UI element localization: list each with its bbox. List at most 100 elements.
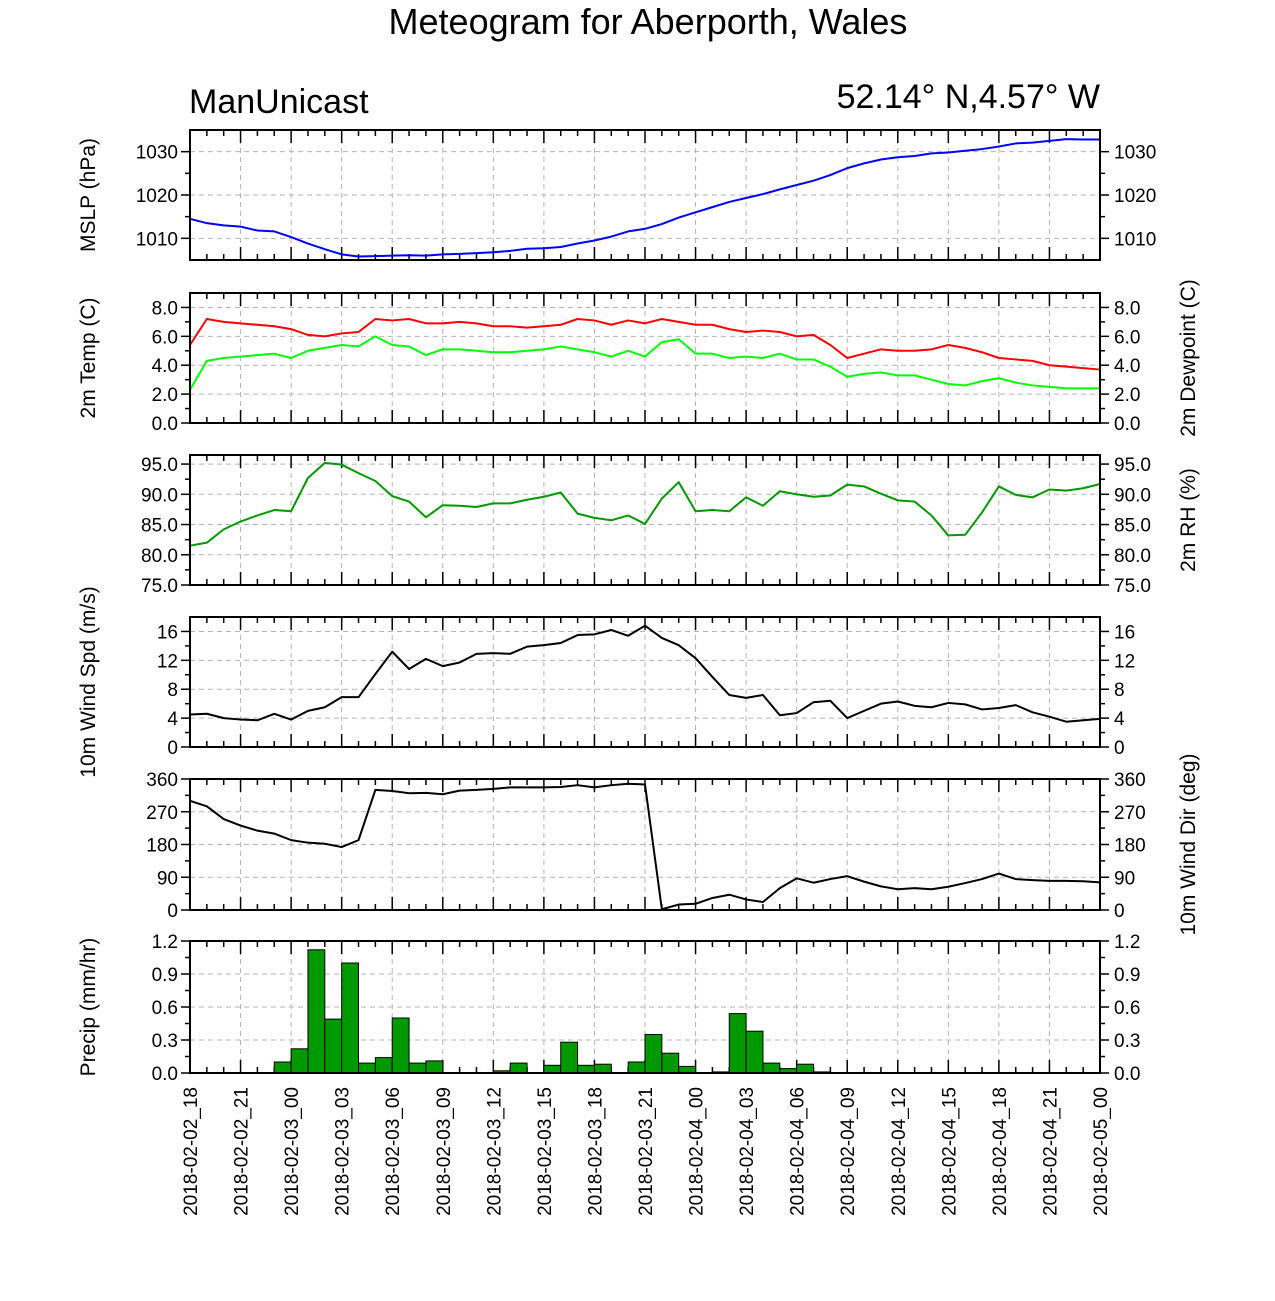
y-tick-label-right: 4.0 [1114,356,1140,377]
y-tick-label-right: 1020 [1114,186,1156,207]
x-tick-label: 2018-02-03_15 [535,1087,556,1216]
precip-plot-frame [189,940,1101,1074]
x-tick-label: 2018-02-04_21 [1040,1087,1061,1216]
precip-bar [745,1030,764,1074]
precip-bar [762,1062,781,1074]
y-tick-label: 1030 [136,143,178,164]
wspd-y-axis-label: 10m Wind Spd (m/s) [77,586,100,777]
y-tick-label-right: 1030 [1114,143,1156,164]
x-tick-label: 2018-02-05_00 [1091,1087,1112,1216]
precip-panel: 0.0 0.0 0.3 0.3 0.6 0.6 0.9 0.9 1.2 1.2 Precip (mm… [77,932,1140,1085]
x-tick-label: 2018-02-04_18 [990,1087,1011,1216]
y-tick-label: 1.2 [152,932,178,953]
y-tick-label-right: 0.0 [1114,1064,1140,1085]
wdir-right-axis-label: 10m Wind Dir (deg) [1177,753,1200,935]
x-tick-label: 2018-02-03_00 [282,1087,303,1216]
y-tick-label: 12 [157,651,178,672]
y-tick-label: 4 [167,709,178,730]
precip-bar [324,1018,343,1074]
x-tick-label: 2018-02-03_06 [383,1087,404,1216]
precip-bar [543,1064,562,1074]
y-tick-label-right: 8 [1114,680,1125,701]
y-tick-label: 95.0 [141,455,178,476]
x-tick-label: 2018-02-04_06 [788,1087,809,1216]
y-tick-label: 6.0 [152,327,178,348]
precip-bar [290,1048,309,1074]
precip-bar [661,1052,680,1074]
y-tick-label: 180 [146,836,178,857]
x-tick-label: 2018-02-04_15 [939,1087,960,1216]
y-tick-label: 270 [146,803,178,824]
mslp-series-line [189,138,1100,258]
x-tick-label: 2018-02-04_00 [687,1087,708,1216]
precip-bar [627,1061,646,1074]
rh-panel: 75.0 75.0 80.0 80.0 85.0 85.0 90.0 90.0 95.0 95.0… [141,454,1200,597]
y-tick-label-right: 0 [1114,901,1125,922]
x-tick-label: 2018-02-04_03 [737,1087,758,1216]
precip-bar [509,1062,528,1074]
y-tick-label: 90.0 [141,485,178,506]
location-coordinates: 52.14° N,4.57° W [837,78,1100,116]
y-tick-label-right: 4 [1114,709,1125,730]
y-tick-label: 90 [157,868,178,889]
y-tick-label-right: 2.0 [1114,385,1140,406]
rh-plot-frame [189,454,1101,586]
y-tick-label: 0.3 [152,1031,178,1052]
y-tick-label: 0.0 [152,414,178,435]
y-tick-label-right: 95.0 [1114,455,1151,476]
mslp-panel: 1010 1010 1020 1020 1030 1030 MSLP (hPa) [77,129,1156,261]
y-tick-label: 1010 [136,229,178,250]
rh-right-axis-label: 2m RH (%) [1177,468,1200,572]
y-tick-label: 16 [157,622,178,643]
wdir-panel: 0 0 90 90 180 180 270 270 360 360 10m Wind Dir (de… [146,753,1200,935]
y-tick-label-right: 0.9 [1114,965,1140,986]
y-tick-label: 0.6 [152,998,178,1019]
y-tick-label: 4.0 [152,356,178,377]
y-tick-label: 2.0 [152,385,178,406]
precip-bar [728,1013,747,1074]
temp-plot-frame [189,292,1101,424]
wspd-panel: 0 0 4 4 8 8 12 12 16 16 10m Wind Spd (m/s) [77,586,1135,777]
y-tick-label: 0 [167,738,178,759]
y-tick-label: 360 [146,770,178,791]
y-tick-label-right: 0 [1114,738,1125,759]
x-tick-label: 2018-02-03_21 [636,1087,657,1216]
y-tick-label-right: 16 [1114,622,1135,643]
y-tick-label: 75.0 [141,576,178,597]
y-tick-label: 8.0 [152,298,178,319]
wdir-series-line [189,782,1101,911]
y-tick-label-right: 360 [1114,770,1146,791]
y-tick-label: 0.9 [152,965,178,986]
y-tick-label-right: 180 [1114,836,1146,857]
x-tick-label: 2018-02-03_03 [333,1087,354,1216]
precip-bar [273,1061,292,1074]
precip-y-axis-label: Precip (mm/hr) [77,938,100,1077]
x-tick-label: 2018-02-02_21 [232,1087,253,1216]
x-tick-label: 2018-02-03_12 [484,1087,505,1216]
wdir-plot-frame [189,778,1101,911]
y-tick-label-right: 12 [1114,651,1135,672]
y-tick-label-right: 1010 [1114,229,1156,250]
temp-right-axis-label: 2m Dewpoint (C) [1177,279,1200,437]
precip-bar [644,1034,663,1074]
temp-y-axis-label: 2m Temp (C) [77,298,100,419]
precip-bar [796,1063,815,1074]
y-tick-label: 85.0 [141,516,178,537]
x-tick-label: 2018-02-03_18 [585,1087,606,1216]
y-tick-label: 0 [167,901,178,922]
precip-bar [408,1062,427,1074]
y-tick-label: 0.0 [152,1064,178,1085]
precip-bar [425,1060,444,1074]
precip-bar [374,1057,393,1074]
precip-bar [560,1041,579,1074]
y-tick-label-right: 90.0 [1114,485,1151,506]
mslp-plot-frame [189,129,1101,261]
x-tick-label: 2018-02-04_09 [838,1087,859,1216]
wspd-plot-frame [189,616,1101,748]
y-tick-label: 1020 [136,186,178,207]
y-tick-label-right: 80.0 [1114,546,1151,567]
precip-bar [593,1063,612,1074]
precip-bar [358,1062,376,1074]
mslp-y-axis-label: MSLP (hPa) [77,138,100,252]
